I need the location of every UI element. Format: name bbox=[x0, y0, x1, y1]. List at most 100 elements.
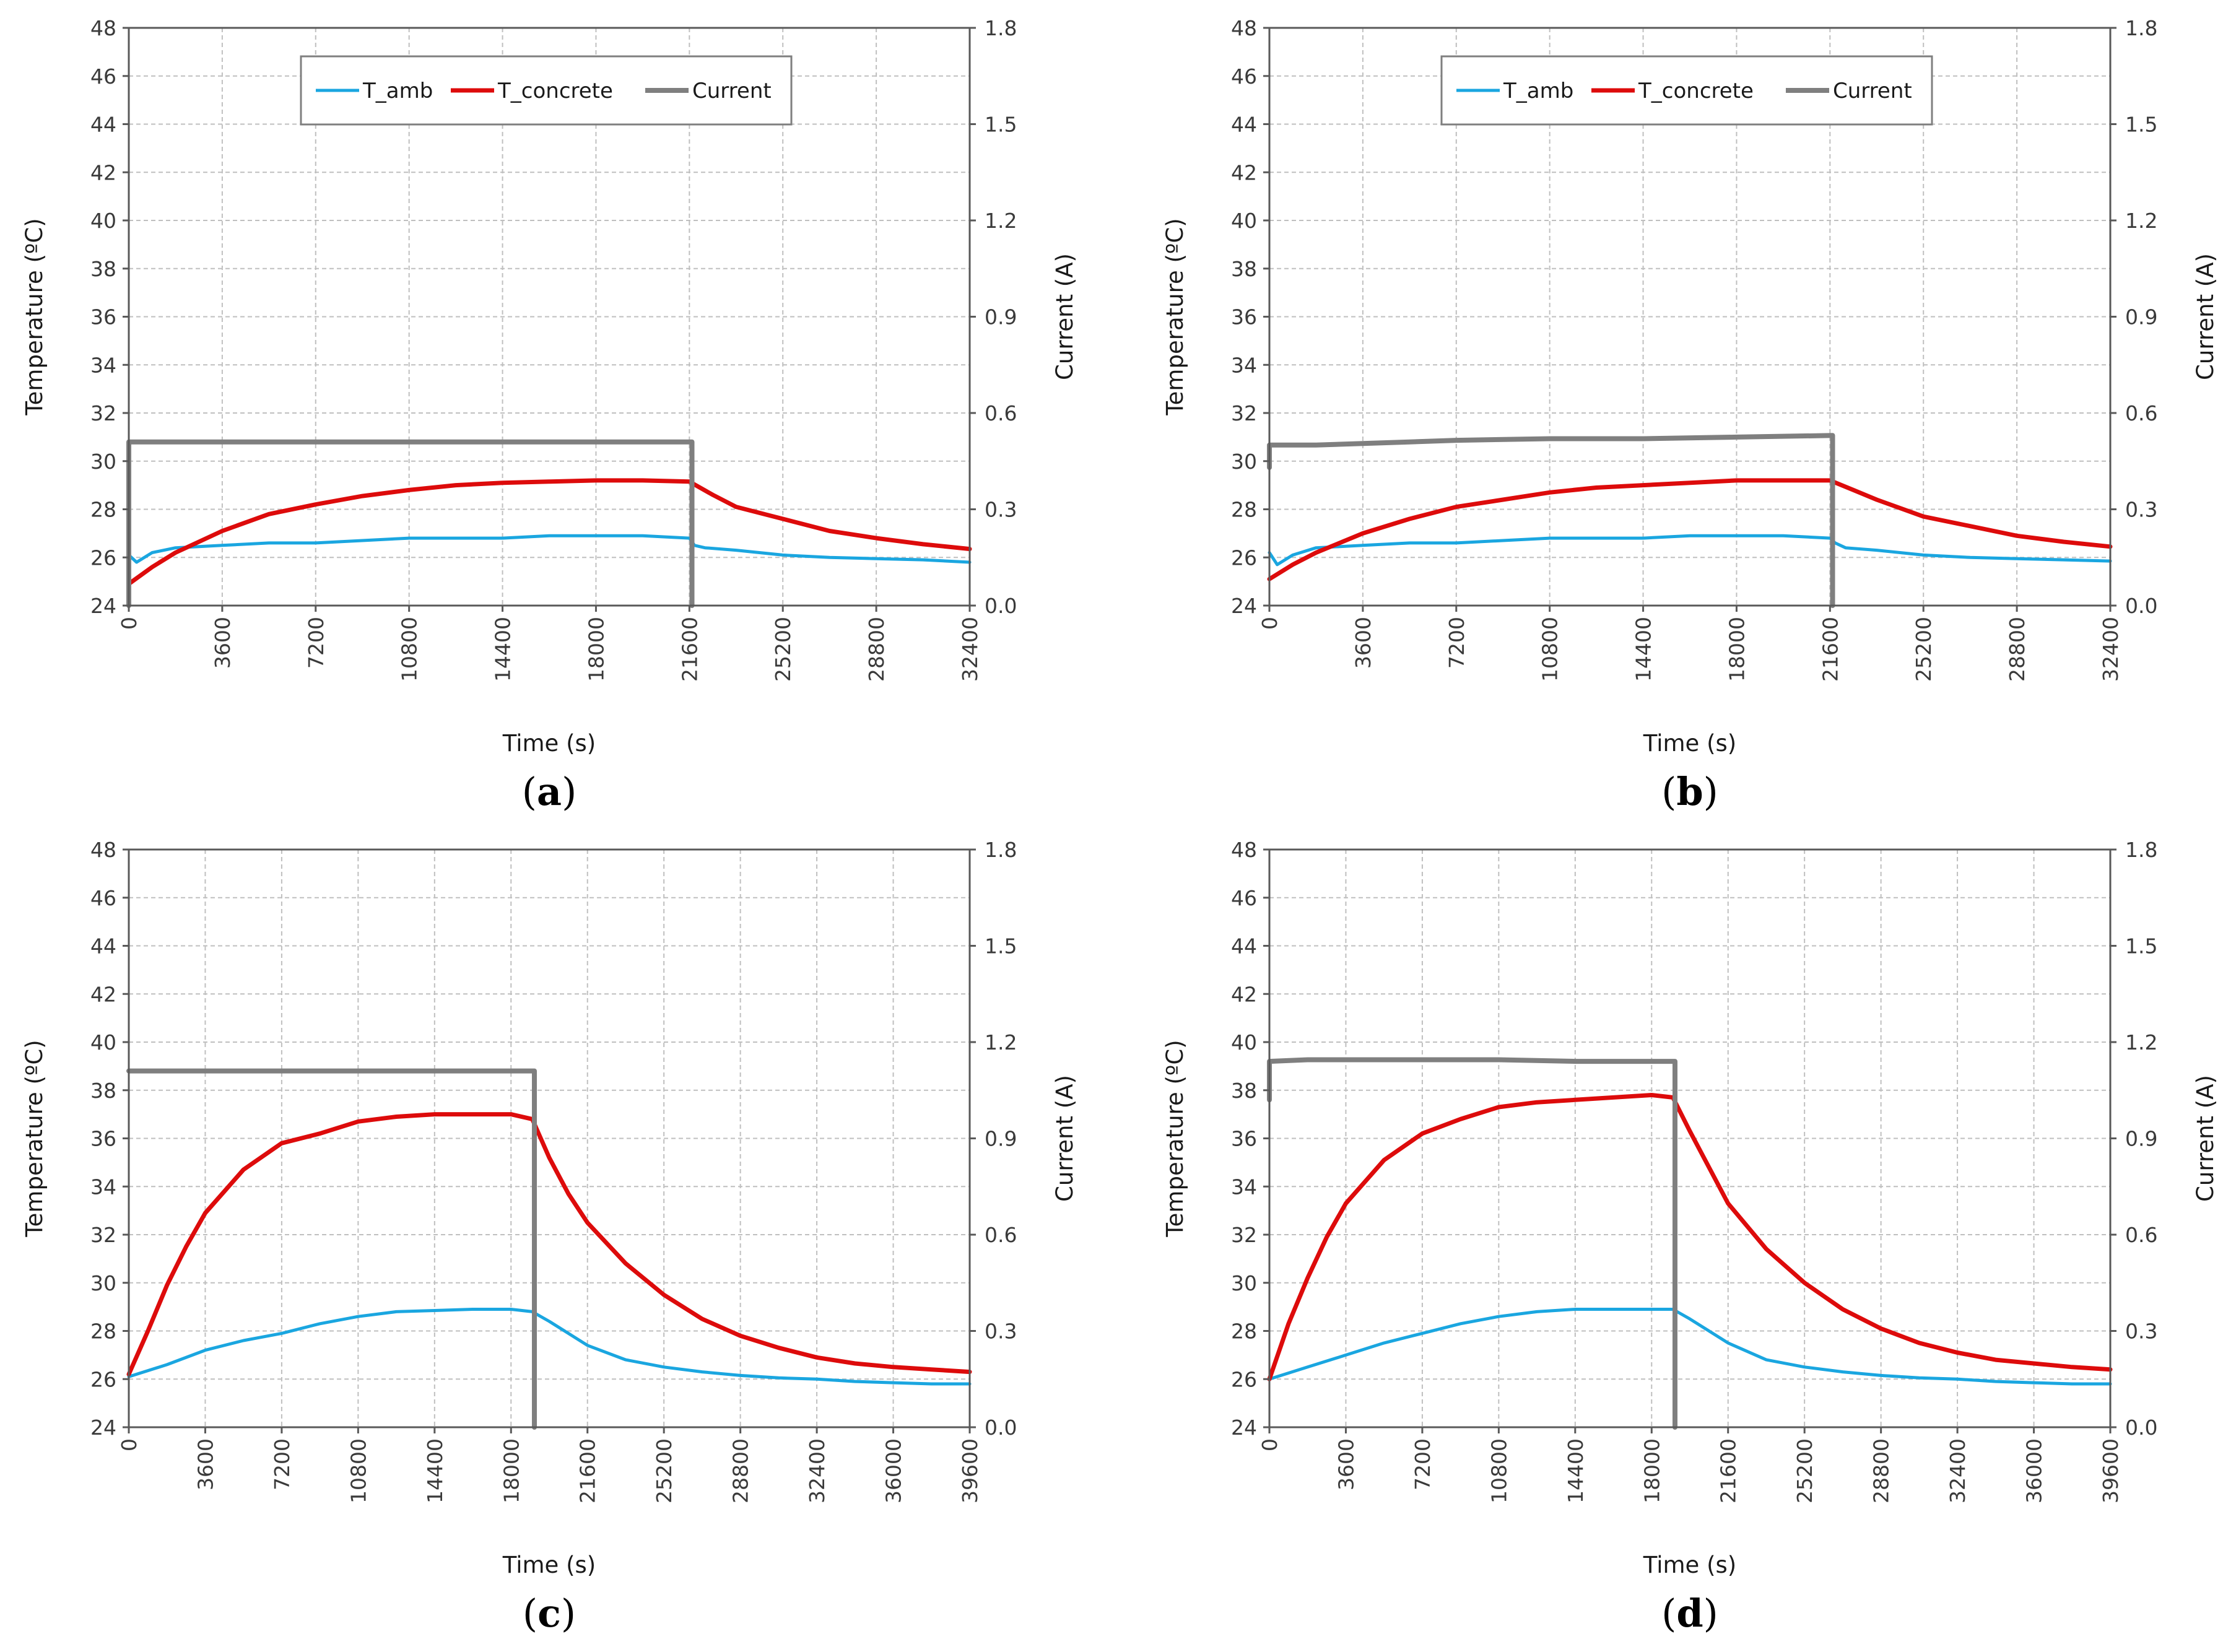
x-tick-label: 25200 bbox=[652, 1438, 676, 1503]
y-tick-label: 36 bbox=[1231, 1127, 1257, 1151]
series-group bbox=[1267, 1057, 2113, 1430]
series-group bbox=[126, 439, 972, 608]
y-tick-label: 40 bbox=[1231, 209, 1257, 233]
y-axis-right: 0.0 0.3 0.6 0.9 1.2 1.5 1.8 bbox=[2110, 838, 2157, 1440]
y2-tick-label: 0.3 bbox=[2125, 1319, 2157, 1344]
y2-tick-label: 0.3 bbox=[985, 1319, 1017, 1344]
y-tick-label: 42 bbox=[1231, 160, 1257, 185]
x-tick-label: 14400 bbox=[423, 1438, 447, 1503]
series-group bbox=[1267, 433, 2113, 608]
series-group bbox=[126, 1068, 972, 1430]
y-tick-label: 46 bbox=[90, 886, 116, 910]
y2-tick-label: 1.5 bbox=[985, 113, 1017, 137]
y-tick-label: 46 bbox=[1231, 886, 1257, 910]
y2-tick-label: 1.5 bbox=[985, 934, 1017, 959]
x-tick-label: 3600 bbox=[1351, 617, 1375, 669]
y-tick-label: 48 bbox=[1231, 16, 1257, 40]
y-tick-label: 26 bbox=[1231, 546, 1257, 570]
x-axis-title: Time (s) bbox=[502, 730, 596, 757]
y-tick-label: 26 bbox=[1231, 1367, 1257, 1391]
x-tick-label: 18000 bbox=[1725, 617, 1749, 682]
y-tick-label: 30 bbox=[1231, 1271, 1257, 1295]
y-tick-label: 48 bbox=[90, 16, 116, 40]
legend-box bbox=[1440, 55, 1933, 126]
series-t-amb-line bbox=[127, 534, 972, 564]
x-tick-label: 3600 bbox=[193, 1438, 217, 1490]
panel-caption: (c) bbox=[523, 1591, 576, 1636]
y2-tick-label: 1.5 bbox=[2125, 934, 2157, 959]
x-tick-label: 10800 bbox=[346, 1438, 370, 1503]
x-tick-label: 10800 bbox=[1487, 1438, 1511, 1503]
y-axis-right: 0.0 0.3 0.6 0.9 1.2 1.5 1.8 bbox=[970, 16, 1017, 618]
caption-open: ( bbox=[1661, 1591, 1676, 1636]
y-tick-label: 36 bbox=[90, 1127, 116, 1151]
y-tick-label: 44 bbox=[90, 113, 116, 137]
y2-tick-label: 1.8 bbox=[985, 838, 1017, 862]
y2-tick-label: 0.9 bbox=[985, 1127, 1017, 1151]
y-tick-label: 32 bbox=[90, 1223, 116, 1247]
x-tick-label: 36000 bbox=[882, 1438, 906, 1503]
y-tick-label: 34 bbox=[90, 353, 116, 377]
y2-tick-label: 0.0 bbox=[985, 1415, 1017, 1440]
y-tick-label: 44 bbox=[1231, 113, 1257, 137]
x-tick-label: 7200 bbox=[270, 1438, 294, 1490]
x-tick-label: 0 bbox=[117, 617, 141, 630]
x-tick-label: 14400 bbox=[1632, 617, 1656, 682]
x-tick-label: 36000 bbox=[2022, 1438, 2047, 1503]
y2-tick-label: 0.6 bbox=[985, 401, 1017, 425]
y-tick-label: 38 bbox=[1231, 257, 1257, 281]
y-tick-label: 48 bbox=[90, 838, 116, 862]
x-axis-title: Time (s) bbox=[1643, 730, 1736, 757]
x-axis: 0 3600 7200 10800 14400 18000 21600 25200 28800 3… bbox=[117, 606, 982, 682]
caption-letter: b bbox=[1676, 769, 1703, 814]
legend: T_amb T_concrete Current bbox=[300, 55, 793, 126]
y2-axis-title: Current (A) bbox=[1051, 253, 1078, 380]
panel-caption: (d) bbox=[1661, 1591, 1718, 1636]
x-tick-label: 7200 bbox=[1445, 617, 1469, 669]
legend-entry-label: T_amb bbox=[1503, 79, 1573, 103]
x-tick-label: 7200 bbox=[304, 617, 328, 669]
y-tick-label: 28 bbox=[1231, 1319, 1257, 1344]
series-current-line bbox=[126, 439, 695, 608]
x-axis-title: Time (s) bbox=[1643, 1552, 1736, 1578]
x-tick-label: 10800 bbox=[398, 617, 422, 682]
y2-tick-label: 0.9 bbox=[2125, 305, 2157, 329]
y-tick-label: 32 bbox=[1231, 1223, 1257, 1247]
caption-letter: d bbox=[1676, 1591, 1703, 1636]
x-tick-label: 32400 bbox=[1946, 1438, 1970, 1503]
y2-tick-label: 0.0 bbox=[2125, 594, 2157, 618]
x-tick-label: 21600 bbox=[1716, 1438, 1741, 1503]
y-tick-label: 46 bbox=[1231, 64, 1257, 89]
y-tick-label: 34 bbox=[1231, 353, 1257, 377]
chart-panel-d: 24 26 28 30 32 34 36 38 40 42 44 46 48 0.0 0.3 0.6 0.9 1.… bbox=[1162, 838, 2219, 1636]
x-tick-label: 0 bbox=[1258, 1438, 1282, 1451]
y2-tick-label: 1.2 bbox=[2125, 1030, 2157, 1054]
y-tick-label: 26 bbox=[90, 1367, 116, 1391]
series-current-line bbox=[1267, 1057, 1677, 1430]
y-axis-left: 24 26 28 30 32 34 36 38 40 42 44 46 48 bbox=[90, 16, 129, 618]
chart-panel-c: 24 26 28 30 32 34 36 38 40 42 44 46 48 0.0 0.3 0.6 0.9 1.… bbox=[21, 838, 1078, 1636]
y-tick-label: 28 bbox=[90, 1319, 116, 1344]
y-tick-label: 42 bbox=[90, 982, 116, 1006]
y2-tick-label: 1.8 bbox=[2125, 838, 2157, 862]
x-axis: 0 3600 7200 10800 14400 18000 21600 25200 28800 3… bbox=[1258, 606, 2123, 682]
chart-panels: 24 26 28 30 32 34 36 38 40 42 44 46 48 0.0 0.3 0.6 0.9 1.… bbox=[21, 16, 2219, 1636]
x-tick-label: 28800 bbox=[1869, 1438, 1894, 1503]
y2-tick-label: 1.2 bbox=[2125, 209, 2157, 233]
x-tick-label: 25200 bbox=[1912, 617, 1936, 682]
caption-open: ( bbox=[522, 769, 537, 814]
x-tick-label: 21600 bbox=[1818, 617, 1842, 682]
y2-tick-label: 0.9 bbox=[985, 305, 1017, 329]
y-tick-label: 46 bbox=[90, 64, 116, 89]
y-tick-label: 24 bbox=[1231, 1415, 1257, 1440]
y2-tick-label: 1.5 bbox=[2125, 113, 2157, 137]
y-tick-label: 36 bbox=[90, 305, 116, 329]
series-t-amb-line bbox=[127, 1308, 972, 1386]
x-axis: 0 3600 7200 10800 14400 18000 21600 25200 28800 3… bbox=[1258, 1427, 2123, 1503]
panel-caption: (a) bbox=[522, 769, 577, 814]
y-axis-right: 0.0 0.3 0.6 0.9 1.2 1.5 1.8 bbox=[970, 838, 1017, 1440]
y2-axis-title: Current (A) bbox=[2192, 1075, 2219, 1202]
y-tick-label: 32 bbox=[90, 401, 116, 425]
chart-panel-a: 24 26 28 30 32 34 36 38 40 42 44 46 48 0.0 0.3 0.6 0.9 1.… bbox=[21, 16, 1078, 814]
